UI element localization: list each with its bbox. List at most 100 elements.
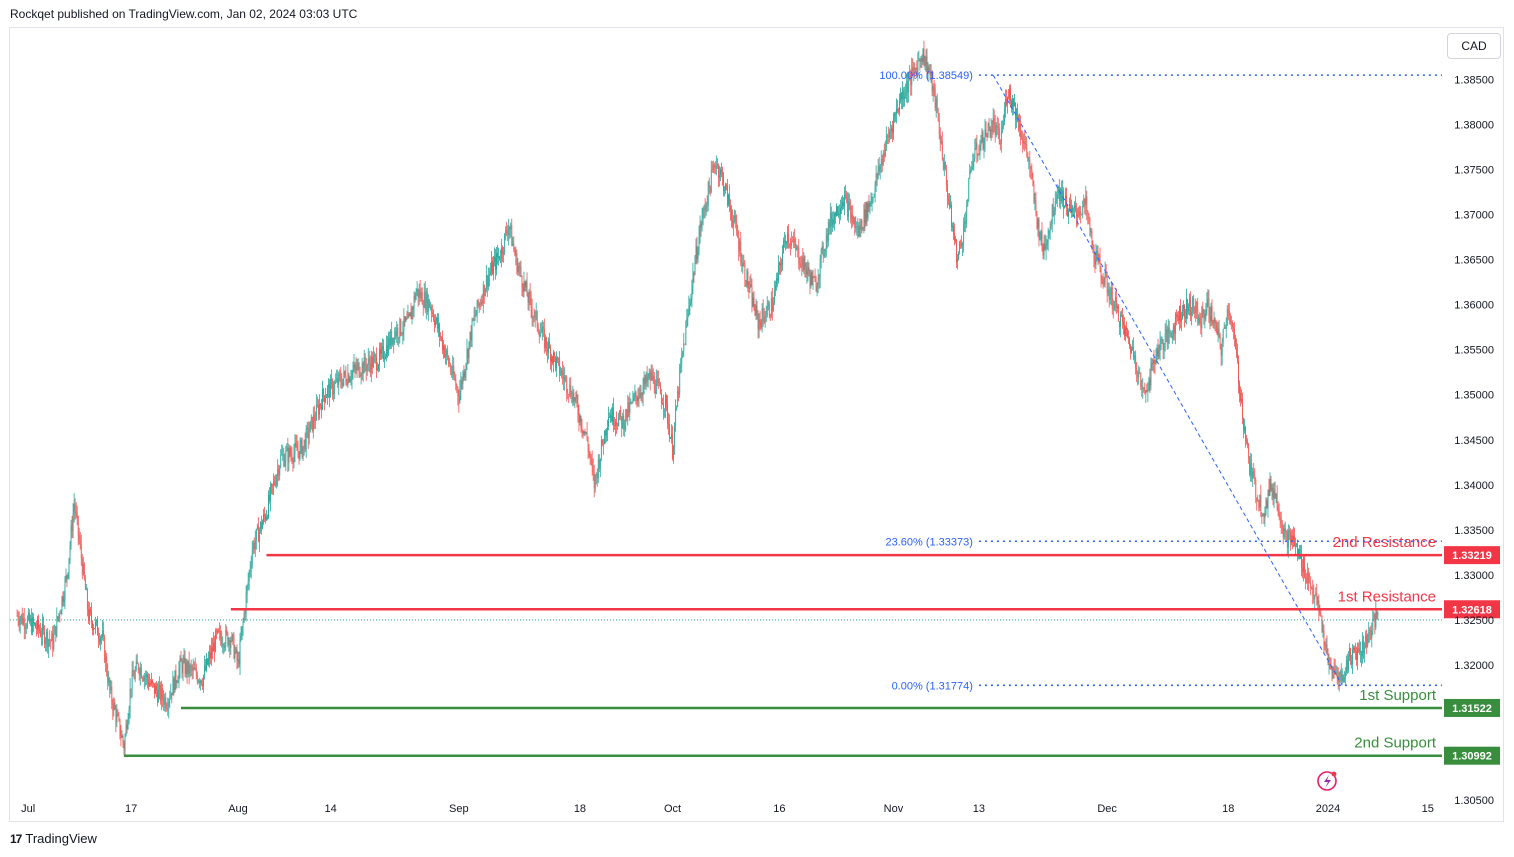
candle-body: [109, 678, 111, 691]
candle-body: [543, 328, 545, 349]
candle-body: [1360, 651, 1362, 653]
candle-body: [239, 639, 241, 665]
candle-body: [1167, 327, 1169, 344]
candle-body: [961, 243, 963, 247]
candle-body: [414, 296, 416, 300]
candle-body: [518, 266, 520, 268]
candle-body: [1235, 338, 1236, 349]
candle-body: [243, 613, 245, 622]
candle-body: [1055, 198, 1057, 202]
candle-body: [1039, 239, 1041, 240]
candle-body: [570, 384, 572, 397]
candle-body: [1085, 195, 1087, 205]
level-price-label: 1.30992: [1452, 751, 1492, 763]
candle-body: [266, 516, 267, 520]
candle-body: [1014, 102, 1015, 107]
candle-body: [825, 234, 827, 249]
candle-body: [511, 225, 513, 246]
candle-body: [693, 273, 695, 275]
candle-body: [85, 589, 87, 591]
candle-body: [380, 349, 381, 354]
candle-body: [1249, 457, 1251, 475]
candle-body: [1195, 302, 1197, 314]
candle-body: [1176, 313, 1177, 318]
level-name: 2nd Resistance: [1333, 534, 1436, 551]
candle-body: [54, 626, 56, 635]
candle-body: [876, 174, 878, 178]
candle-body: [593, 472, 595, 489]
candle-body: [183, 657, 185, 662]
candle-body: [769, 315, 771, 317]
candle-body: [1170, 332, 1172, 338]
candle-body: [789, 243, 791, 245]
candle-body: [926, 56, 928, 74]
candle-body: [1134, 355, 1136, 359]
candle-body: [800, 265, 802, 267]
candle-body: [770, 298, 772, 317]
candle-body: [1190, 298, 1192, 316]
candle-body: [1248, 444, 1250, 458]
candle-body: [1078, 214, 1080, 216]
candle-body: [186, 662, 188, 674]
candle-body: [345, 374, 347, 383]
candle-body: [715, 165, 717, 168]
candle-body: [571, 396, 573, 403]
candle-body: [810, 272, 812, 286]
candle-body: [1111, 288, 1113, 309]
currency-button[interactable]: CAD: [1447, 33, 1501, 59]
candle-body: [385, 356, 387, 359]
candle-body: [1029, 159, 1031, 167]
candle-body: [342, 378, 344, 387]
candle-body: [1362, 640, 1364, 657]
candle-body: [157, 691, 159, 702]
candle-body: [728, 194, 729, 206]
candle-body: [768, 302, 770, 316]
candle-body: [350, 379, 352, 380]
candle-body: [360, 374, 362, 377]
candle-body: [298, 451, 300, 459]
candle-body: [315, 404, 317, 421]
candle-body: [18, 621, 20, 626]
candle-body: [369, 363, 371, 373]
candle-body: [939, 133, 941, 144]
candle-body: [289, 447, 291, 455]
candle-body: [1350, 648, 1351, 662]
candle-body: [943, 162, 945, 169]
candle-body: [503, 251, 505, 254]
candle-body: [176, 682, 178, 684]
candle-body: [1284, 528, 1286, 532]
candle-body: [1173, 325, 1175, 334]
candle-body: [1152, 360, 1154, 365]
candle-body: [916, 68, 918, 75]
candle-body: [544, 337, 546, 349]
candle-body: [830, 212, 832, 226]
candle-body: [1035, 200, 1037, 214]
candle-body: [1015, 102, 1016, 120]
candle-body: [320, 404, 321, 406]
tradingview-logo-icon: 17: [10, 831, 22, 846]
candle-body: [700, 224, 702, 228]
candle-body: [434, 319, 435, 326]
candle-body: [397, 327, 399, 338]
candle-body: [272, 484, 274, 486]
candle-body: [773, 291, 775, 304]
candle-body: [895, 114, 896, 115]
candle-body: [686, 318, 688, 326]
candle-body: [402, 330, 404, 335]
candle-body: [1066, 195, 1067, 209]
candle-body: [273, 481, 275, 486]
candle-body: [1319, 613, 1321, 615]
y-tick-label: 1.30500: [1454, 795, 1494, 807]
candle-body: [754, 309, 756, 316]
candle-body: [735, 215, 737, 222]
candle-body: [65, 575, 67, 580]
candle-body: [199, 680, 201, 684]
candle-body: [33, 617, 34, 624]
candle-body: [1119, 321, 1120, 328]
candle-body: [170, 692, 172, 699]
candle-body: [149, 683, 150, 686]
candle-body: [551, 356, 552, 363]
candle-body: [984, 129, 986, 145]
candle-body: [1072, 207, 1073, 212]
